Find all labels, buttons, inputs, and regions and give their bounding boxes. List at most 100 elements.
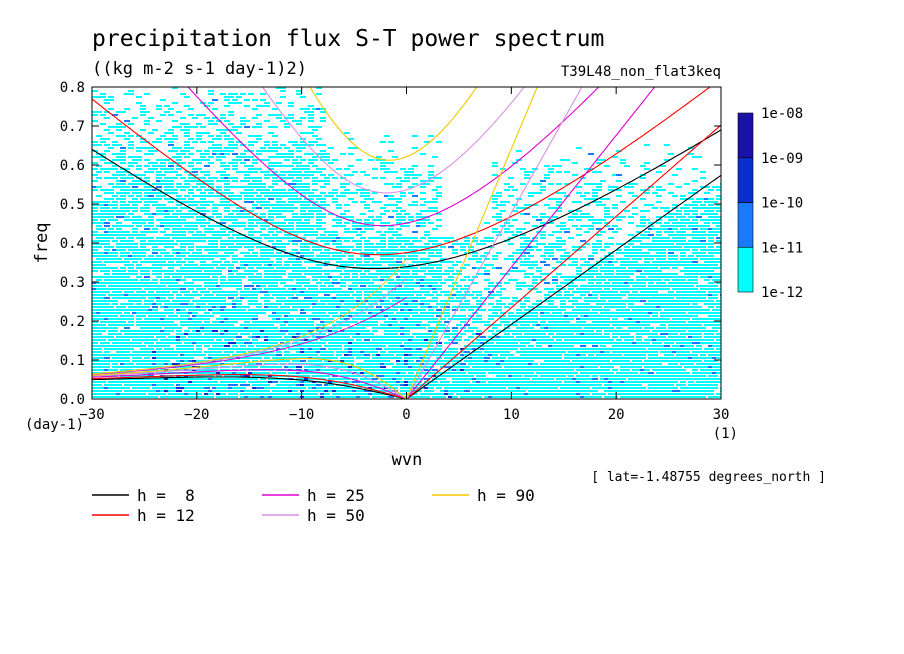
heatmap-cell	[532, 312, 538, 314]
heatmap-cell	[160, 210, 166, 212]
heatmap-cell	[656, 273, 662, 275]
heatmap-cell	[264, 171, 270, 173]
heatmap-cell	[404, 300, 410, 302]
heatmap-cell	[240, 267, 246, 269]
heatmap-cell	[596, 171, 602, 173]
heatmap-cell	[196, 195, 202, 197]
heatmap-cell	[248, 231, 254, 233]
heatmap-cell	[100, 282, 106, 284]
heatmap-cell	[276, 252, 282, 254]
heatmap-cell	[648, 285, 654, 287]
heatmap-cell	[416, 279, 422, 281]
heatmap-cell	[208, 294, 214, 296]
heatmap-cell	[660, 297, 666, 299]
heatmap-cell	[324, 282, 330, 284]
heatmap-cell	[496, 216, 502, 218]
heatmap-cell	[188, 237, 194, 239]
heatmap-cell	[104, 273, 110, 275]
heatmap-cell	[480, 309, 486, 311]
heatmap-cell	[236, 126, 242, 128]
heatmap-cell	[144, 153, 150, 155]
heatmap-cell	[260, 171, 266, 173]
heatmap-cell	[248, 216, 254, 218]
heatmap-cell	[276, 291, 282, 293]
heatmap-cell	[248, 135, 254, 137]
heatmap-cell	[276, 156, 282, 158]
heatmap-cell	[104, 189, 110, 191]
heatmap-cell	[340, 261, 346, 263]
heatmap-cell	[372, 168, 378, 170]
heatmap-cell	[136, 156, 142, 158]
heatmap-cell	[160, 291, 166, 293]
heatmap-cell	[436, 303, 442, 305]
heatmap-cell	[376, 237, 382, 239]
heatmap-cell	[616, 189, 622, 191]
heatmap-cell	[316, 282, 322, 284]
heatmap-cell	[344, 183, 350, 185]
heatmap-cell	[380, 288, 386, 290]
heatmap-cell	[676, 261, 682, 263]
heatmap-cell	[692, 249, 698, 251]
heatmap-cell	[328, 213, 334, 215]
heatmap-cell	[708, 231, 714, 233]
heatmap-cell	[628, 306, 634, 308]
heatmap-cell	[252, 117, 258, 119]
heatmap-cell	[496, 267, 502, 269]
heatmap-cell	[380, 162, 386, 164]
heatmap-cell	[144, 249, 150, 251]
heatmap-cell	[208, 225, 214, 227]
heatmap-cell	[140, 174, 146, 176]
heatmap-cell	[588, 264, 594, 266]
heatmap-cell	[172, 171, 178, 173]
heatmap-cell	[688, 234, 694, 236]
heatmap-cell	[600, 261, 606, 263]
heatmap-cell	[396, 249, 402, 251]
heatmap-cell	[104, 255, 110, 257]
heatmap-cell	[276, 201, 282, 203]
heatmap-cell	[208, 288, 214, 290]
heatmap-cell	[284, 303, 290, 305]
heatmap-cell	[564, 294, 570, 296]
heatmap-cell	[632, 288, 638, 290]
heatmap-cell	[236, 282, 242, 284]
heatmap-cell	[616, 219, 622, 221]
heatmap-cell	[368, 237, 374, 239]
heatmap-cell	[568, 279, 574, 281]
heatmap-cell	[200, 126, 206, 128]
heatmap-cell	[632, 291, 638, 293]
heatmap-cell	[492, 195, 498, 197]
heatmap-cell	[92, 255, 98, 257]
heatmap-cell	[232, 159, 238, 161]
heatmap-cell	[124, 303, 130, 305]
heatmap-cell	[596, 315, 602, 317]
heatmap-cell	[168, 258, 174, 260]
heatmap-cell	[96, 261, 102, 263]
heatmap-cell	[388, 261, 394, 263]
heatmap-cell	[416, 315, 422, 317]
heatmap-cell	[344, 231, 350, 233]
heatmap-cell	[616, 174, 622, 176]
heatmap-cell	[648, 234, 654, 236]
heatmap-cell	[104, 252, 110, 254]
heatmap-cell	[380, 318, 386, 320]
heatmap-cell	[676, 279, 682, 281]
heatmap-cell	[516, 231, 522, 233]
heatmap-cell	[592, 279, 598, 281]
heatmap-cell	[636, 225, 642, 227]
heatmap-cell	[184, 123, 190, 125]
heatmap-cell	[172, 252, 178, 254]
heatmap-cell	[676, 300, 682, 302]
heatmap-cell	[700, 237, 706, 239]
heatmap-cell	[492, 201, 498, 203]
heatmap-cell	[228, 270, 234, 272]
heatmap-cell	[248, 168, 254, 170]
heatmap-cell	[320, 108, 326, 110]
heatmap-cell	[92, 270, 98, 272]
heatmap-cell	[596, 219, 602, 221]
heatmap-cell	[604, 267, 610, 269]
heatmap-cell	[676, 222, 682, 224]
heatmap-cell	[576, 216, 582, 218]
heatmap-cell	[528, 255, 534, 257]
heatmap-cell	[684, 228, 690, 230]
heatmap-cell	[108, 99, 114, 101]
